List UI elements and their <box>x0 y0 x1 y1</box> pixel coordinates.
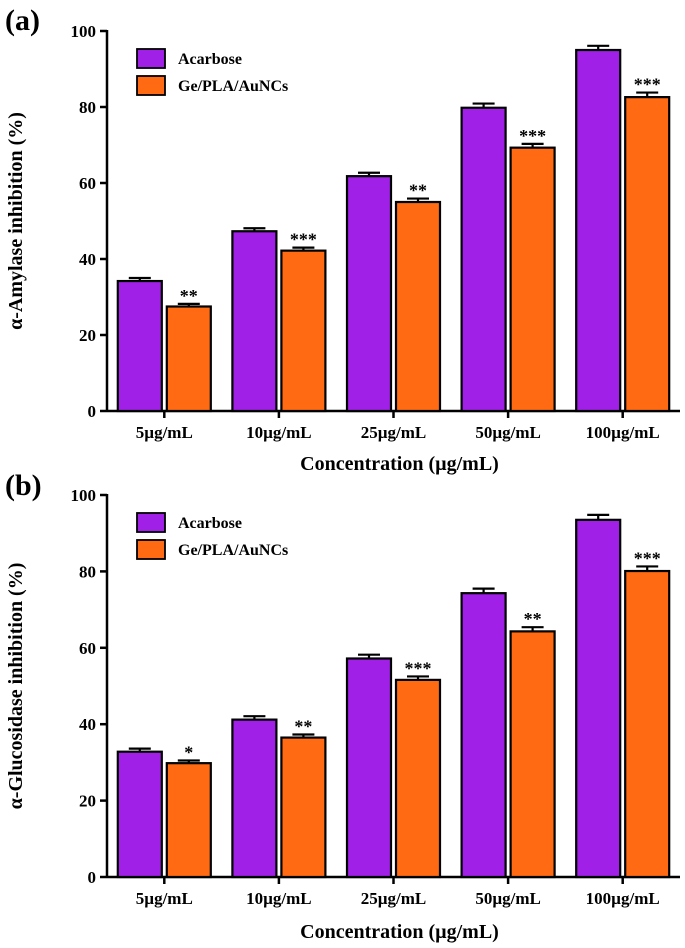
significance-marker: *** <box>634 548 661 568</box>
bar-acarbose <box>116 279 163 413</box>
bar-ge-pla-aunc <box>624 569 671 879</box>
x-axis-title: Concentration (µg/mL) <box>300 453 499 475</box>
legend-label-ge-pla-aunc: Ge/PLA/AuNCs <box>178 78 288 95</box>
legend-label-ge-pla-aunc: Ge/PLA/AuNCs <box>178 542 288 559</box>
y-tick-label: 20 <box>79 326 96 345</box>
x-tick-label: 25µg/mL <box>361 423 427 442</box>
significance-marker: ** <box>409 181 427 201</box>
bar-ge-pla-aunc <box>509 146 556 413</box>
y-tick-label: 80 <box>79 562 96 581</box>
bar-acarbose <box>345 657 393 879</box>
significance-marker: ** <box>180 286 198 306</box>
bar-acarbose <box>460 592 507 879</box>
significance-marker: ** <box>294 717 312 737</box>
y-tick-label: 40 <box>79 250 96 269</box>
y-tick-label: 100 <box>71 486 97 505</box>
legend-label-acarbose: Acarbose <box>178 515 242 532</box>
y-tick-label: 60 <box>79 174 96 193</box>
chart-panel-a: (a) 0 20 40 60 80 100 α-Amylase inhibition (%) C… <box>5 4 680 475</box>
panel-label: (a) <box>5 4 40 37</box>
x-tick-label: 5µg/mL <box>136 423 193 442</box>
legend-label-acarbose: Acarbose <box>178 51 242 68</box>
significance-marker: *** <box>290 230 317 250</box>
y-axis-title: α-Amylase inhibition (%) <box>5 112 27 330</box>
bar-ge-pla-aunc <box>624 96 671 413</box>
legend-swatch-ge-pla-aunc <box>136 539 166 560</box>
bar-acarbose <box>345 175 393 413</box>
x-tick-label: 50µg/mL <box>475 889 541 908</box>
y-tick-label: 0 <box>88 402 97 421</box>
bar-ge-pla-aunc <box>280 249 327 413</box>
significance-marker: * <box>184 742 193 762</box>
x-tick-label: 100µg/mL <box>586 889 660 908</box>
bar-acarbose <box>460 106 507 413</box>
x-tick-label: 5µg/mL <box>136 889 193 908</box>
y-tick-label: 80 <box>79 98 96 117</box>
bar-ge-pla-aunc <box>165 762 212 879</box>
bar-ge-pla-aunc <box>165 305 212 413</box>
x-axis-title: Concentration (µg/mL) <box>300 921 499 943</box>
bar-acarbose <box>231 718 278 879</box>
significance-marker: *** <box>519 126 546 146</box>
y-tick-label: 20 <box>79 792 96 811</box>
bar-acarbose <box>575 48 622 413</box>
bar-acarbose <box>231 230 278 413</box>
x-tick-label: 100µg/mL <box>586 423 660 442</box>
x-tick-label: 50µg/mL <box>475 423 541 442</box>
bar-ge-pla-aunc <box>509 630 556 879</box>
x-tick-label: 25µg/mL <box>361 889 427 908</box>
x-tick-label: 10µg/mL <box>246 423 312 442</box>
legend-swatch-acarbose <box>136 512 166 533</box>
bar-ge-pla-aunc <box>280 736 327 879</box>
x-tick-label: 10µg/mL <box>246 889 312 908</box>
legend-swatch-acarbose <box>136 48 166 69</box>
bar-acarbose <box>575 518 622 879</box>
chart-panel-b: (b) 0 20 40 60 80 100 α-Glucosidase inhibition … <box>5 469 680 943</box>
legend-swatch-ge-pla-aunc <box>136 75 166 96</box>
bar-ge-pla-aunc <box>394 200 442 413</box>
y-tick-label: 100 <box>71 22 97 41</box>
significance-marker: *** <box>634 75 661 95</box>
y-axis-title: α-Glucosidase inhibition (%) <box>5 563 27 810</box>
y-tick-label: 0 <box>88 868 97 887</box>
significance-marker: *** <box>405 658 432 678</box>
y-tick-label: 40 <box>79 715 96 734</box>
bar-ge-pla-aunc <box>394 678 442 879</box>
bar-acarbose <box>116 750 163 879</box>
panel-label: (b) <box>5 469 42 502</box>
significance-marker: ** <box>524 609 542 629</box>
y-tick-label: 60 <box>79 639 96 658</box>
